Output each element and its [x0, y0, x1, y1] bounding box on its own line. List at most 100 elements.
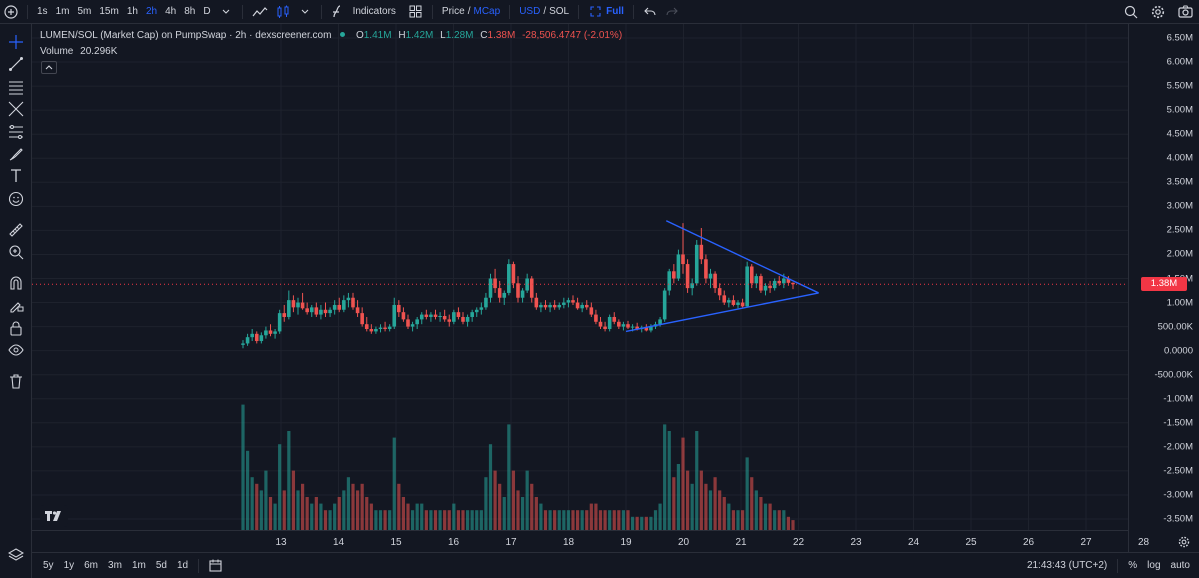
chevron-down-icon[interactable]	[218, 4, 234, 20]
gear-icon[interactable]	[1178, 536, 1190, 551]
interval-D[interactable]: D	[203, 6, 211, 17]
range-1m[interactable]: 1m	[131, 560, 146, 571]
brush-icon[interactable]	[7, 145, 25, 163]
chart-canvas[interactable]	[32, 24, 1128, 530]
undo-icon[interactable]	[642, 4, 658, 20]
close-label: C	[480, 30, 488, 41]
collapse-legend-button[interactable]	[41, 61, 57, 74]
gear-icon[interactable]	[1150, 4, 1166, 20]
volume-bar	[635, 516, 639, 530]
trend-line-icon[interactable]	[7, 55, 25, 73]
layers-icon[interactable]	[7, 546, 25, 564]
ruler-icon[interactable]	[7, 221, 25, 239]
eye-icon[interactable]	[7, 341, 25, 359]
lock-drawing-icon[interactable]	[7, 296, 25, 314]
price-tick-label: 4.00M	[1166, 152, 1193, 164]
volume-bar	[245, 450, 250, 530]
redo-icon[interactable]	[664, 4, 680, 20]
crosshair-icon[interactable]	[7, 33, 25, 51]
date-range-icon[interactable]	[207, 558, 223, 574]
text-icon[interactable]	[7, 167, 25, 185]
indicators-button[interactable]: Indicators	[352, 6, 396, 17]
range-1d[interactable]: 1d	[176, 560, 189, 571]
layouts-icon[interactable]	[408, 4, 424, 20]
chevron-down-icon[interactable]	[297, 4, 313, 20]
candle-body	[722, 295, 727, 303]
sol-toggle[interactable]: SOL	[549, 6, 570, 17]
volume-bar	[259, 490, 263, 530]
volume-bar	[323, 510, 328, 530]
range-5d[interactable]: 5d	[155, 560, 167, 571]
volume-bar	[649, 516, 653, 530]
percent-toggle[interactable]: %	[1128, 560, 1138, 571]
price-tick-label: 6.00M	[1166, 56, 1193, 68]
add-symbol-icon[interactable]	[3, 4, 19, 20]
drawing-toolbar	[0, 24, 32, 578]
indicators-icon[interactable]	[330, 4, 346, 20]
interval-4h[interactable]: 4h	[165, 6, 177, 17]
usd-toggle[interactable]: USD	[519, 6, 541, 17]
full-button[interactable]: Full	[606, 6, 624, 17]
magnet-icon[interactable]	[7, 274, 25, 292]
volume-bar	[319, 503, 323, 530]
volume-bar	[617, 510, 621, 530]
divider	[198, 558, 200, 573]
range-5y[interactable]: 5y	[43, 560, 54, 571]
interval-8h[interactable]: 8h	[184, 6, 196, 17]
fullscreen-icon[interactable]	[587, 4, 603, 20]
volume-bar	[406, 503, 410, 530]
price-tick-label: -2.50M	[1163, 465, 1193, 477]
time-tick-label: 15	[390, 537, 402, 548]
search-icon[interactable]	[1123, 4, 1139, 20]
candle-body	[763, 285, 768, 291]
range-3m[interactable]: 3m	[108, 560, 122, 571]
price-axis[interactable]: 6.50M 6.00M 5.50M 5.00M 4.50M 4.00M 3.50M 3.00M…	[1128, 24, 1199, 552]
interval-2h[interactable]: 2h	[145, 6, 158, 17]
candle-body	[667, 271, 672, 291]
line-chart-icon[interactable]	[251, 4, 269, 20]
candle-body	[268, 330, 273, 334]
horizontal-lines-icon[interactable]	[7, 78, 25, 96]
time-axis[interactable]: 13 14 15 16 17 18 19 20 21 22 23 24 25 26 27 28	[32, 530, 1190, 552]
interval-5m[interactable]: 5m	[77, 6, 92, 17]
zoom-in-icon[interactable]	[7, 243, 25, 261]
mcap-toggle[interactable]: MCap	[473, 6, 501, 17]
lock-icon[interactable]	[7, 319, 25, 337]
auto-toggle[interactable]: auto	[1170, 560, 1190, 571]
candles-icon[interactable]	[275, 4, 291, 20]
pitchfork-icon[interactable]	[7, 100, 25, 118]
interval-1m[interactable]: 1m	[55, 6, 70, 17]
trash-icon[interactable]	[7, 372, 25, 390]
volume-bar	[589, 503, 593, 530]
volume-bar	[603, 510, 607, 530]
low-label: L	[440, 30, 446, 41]
volume-bar	[241, 404, 245, 530]
tradingview-logo[interactable]	[40, 505, 68, 527]
candle-body	[617, 321, 621, 327]
volume-bar	[713, 477, 717, 530]
divider	[320, 4, 322, 19]
close-value: 1.38M	[487, 30, 516, 41]
interval-1s[interactable]: 1s	[37, 6, 48, 17]
price-toggle[interactable]: Price	[441, 6, 465, 17]
interval-15m[interactable]: 15m	[99, 6, 119, 17]
price-tick-label: 5.00M	[1166, 104, 1193, 116]
price-tick-label: 6.50M	[1166, 32, 1193, 44]
volume-value: 20.296K	[80, 46, 118, 57]
candle-body	[378, 327, 383, 330]
camera-icon[interactable]	[1177, 4, 1193, 20]
candle-body	[383, 327, 387, 330]
candle-body	[465, 316, 470, 322]
volume-bar	[424, 510, 428, 530]
range-6m[interactable]: 6m	[84, 560, 99, 571]
log-toggle[interactable]: log	[1147, 560, 1161, 571]
interval-1h[interactable]: 1h	[126, 6, 138, 17]
volume-bar	[498, 483, 502, 530]
candle-body	[433, 314, 438, 317]
volume-bar	[777, 510, 781, 530]
clock[interactable]: 21:43:43 (UTC+2)	[1026, 560, 1108, 571]
emoji-icon[interactable]	[7, 190, 25, 208]
price-tick-label: 2.50M	[1166, 224, 1193, 236]
range-1y[interactable]: 1y	[63, 560, 75, 571]
fib-retracement-icon[interactable]	[7, 123, 25, 141]
